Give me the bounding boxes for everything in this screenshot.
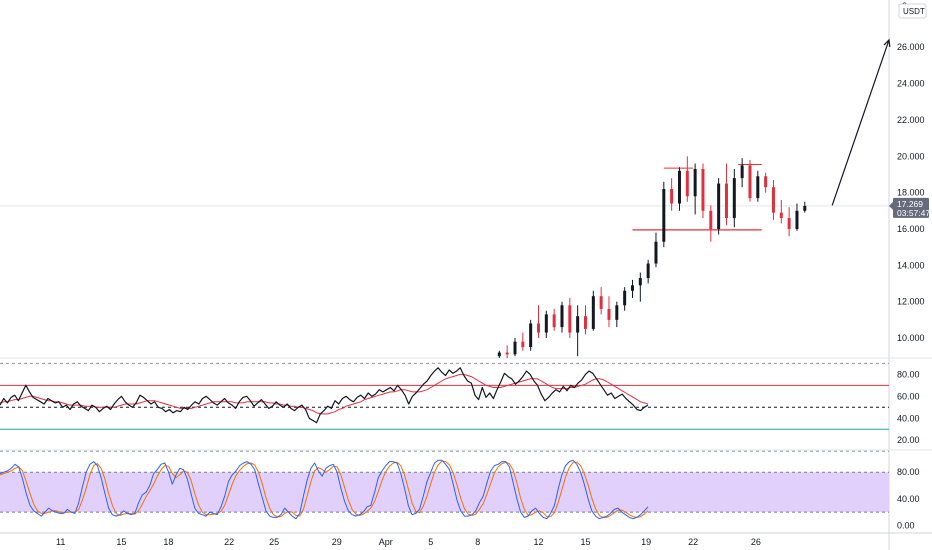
time-tick-label: 19: [641, 537, 651, 547]
time-tick-label: 25: [269, 537, 279, 547]
candle-body: [795, 211, 798, 229]
candle-body: [701, 169, 704, 211]
candle-body: [631, 285, 634, 290]
candle-body: [513, 342, 516, 355]
candle-body: [788, 218, 791, 229]
candle-body: [607, 309, 610, 320]
candle-body: [600, 296, 603, 309]
rsi-tick-label: 20.00: [897, 435, 920, 445]
countdown-timer: 03:57:47: [897, 208, 930, 218]
price-tick-label: 22.000: [897, 115, 925, 125]
candle-body: [498, 353, 501, 357]
candle-body: [529, 323, 532, 347]
candle-body: [678, 171, 681, 204]
candle-body: [639, 278, 642, 285]
candle[interactable]: [592, 291, 595, 331]
price-tick-label: 14.000: [897, 260, 925, 270]
candle[interactable]: [529, 320, 532, 351]
candle-body: [686, 171, 689, 196]
price-tick-label: 10.000: [897, 333, 925, 343]
price-tick-label: 12.000: [897, 297, 925, 307]
time-tick-label: 11: [56, 537, 65, 547]
candle-body: [553, 314, 556, 327]
candle-body: [560, 305, 563, 327]
candle-body: [615, 305, 618, 320]
rsi-tick-label: 60.00: [897, 391, 920, 401]
time-tick-label: 15: [116, 537, 126, 547]
candle-body: [521, 342, 524, 347]
candle-body: [733, 178, 736, 218]
rsi-tick-label: 80.00: [897, 369, 920, 379]
time-tick-label: 12: [533, 537, 543, 547]
candle[interactable]: [701, 164, 704, 219]
candle[interactable]: [662, 182, 665, 247]
price-tick-label: 26.000: [897, 42, 925, 52]
rsi-tick-label: 40.00: [897, 413, 920, 423]
candle-body: [537, 323, 540, 332]
current-price-badge: 17.269 03:57:47: [889, 198, 930, 218]
candle-body: [506, 353, 509, 355]
candle-body: [654, 242, 657, 264]
candle-body: [709, 211, 712, 229]
time-tick-label: 22: [688, 537, 698, 547]
candle-body: [803, 206, 806, 211]
currency-label: USDT: [903, 7, 925, 16]
price-tick-label: 24.000: [897, 79, 925, 89]
time-tick-label: 15: [580, 537, 590, 547]
candle-body: [623, 291, 626, 306]
time-tick-label: 8: [475, 537, 480, 547]
time-tick-label: 5: [428, 537, 433, 547]
time-tick-label: 18: [163, 537, 173, 547]
stoch-tick-label: 80.00: [897, 467, 920, 477]
candle-body: [670, 189, 673, 204]
time-tick-label: 22: [224, 537, 234, 547]
stoch-tick-label: 0.00: [897, 520, 915, 530]
candle-body: [592, 296, 595, 329]
candle-body: [576, 316, 579, 332]
candle-body: [584, 316, 587, 329]
candle[interactable]: [748, 160, 751, 202]
time-tick-label: 29: [332, 537, 342, 547]
candle-body: [741, 165, 744, 178]
candle-body: [772, 187, 775, 212]
price-tick-label: 20.000: [897, 151, 925, 161]
candle[interactable]: [717, 178, 720, 234]
candle-body: [545, 314, 548, 332]
candle-body: [568, 305, 571, 332]
candle-body: [756, 176, 759, 198]
candle-body: [647, 264, 650, 279]
time-tick-label: 26: [751, 537, 761, 547]
stoch-tick-label: 40.00: [897, 494, 920, 504]
candle-body: [694, 169, 697, 196]
candle-body: [748, 165, 751, 198]
time-tick-label: Apr: [379, 537, 393, 547]
candle-body: [725, 184, 728, 219]
candle-body: [780, 213, 783, 218]
stoch-band-fill: [0, 472, 889, 512]
price-tick-label: 18.000: [897, 188, 925, 198]
candle-body: [662, 189, 665, 242]
candle-body: [764, 176, 767, 187]
candle-body: [717, 184, 720, 229]
price-tick-label: 16.000: [897, 224, 925, 234]
